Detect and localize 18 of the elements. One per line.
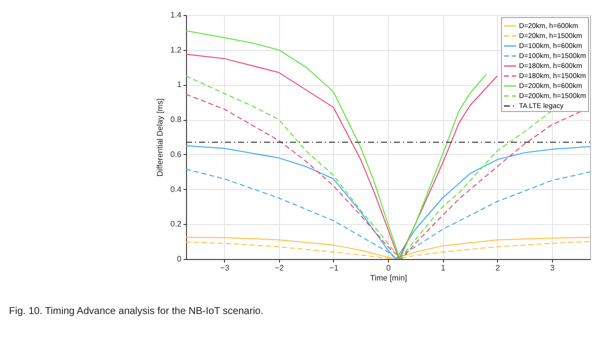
x-tick-label: 0 [386, 264, 392, 272]
x-tick-label: −1 [329, 264, 340, 272]
y-tick-label: 0.4 [170, 184, 182, 194]
y-tick-label: 0.2 [170, 220, 182, 229]
y-tick-label: 0.6 [170, 150, 182, 159]
x-tick-label: 2 [495, 264, 500, 272]
x-tick-label: 3 [550, 264, 556, 272]
y-tick-label: 0 [177, 254, 182, 264]
y-tick-label: 1.2 [170, 45, 182, 54]
y-tick-label: 1 [177, 80, 182, 90]
x-tick-label: −3 [220, 264, 230, 272]
caption: Fig. 10. Timing Advance analysis for the NB-IoT scenario. [9, 306, 264, 317]
x-axis-title: Time [min] [370, 274, 408, 282]
y-axis-title: Differential Delay [ms] [155, 98, 164, 177]
x-tick-label: −2 [274, 264, 284, 272]
x-tick-label: 1 [440, 264, 446, 272]
y-tick-label: 1.4 [170, 10, 182, 20]
y-tick-label: 0.8 [170, 115, 182, 124]
